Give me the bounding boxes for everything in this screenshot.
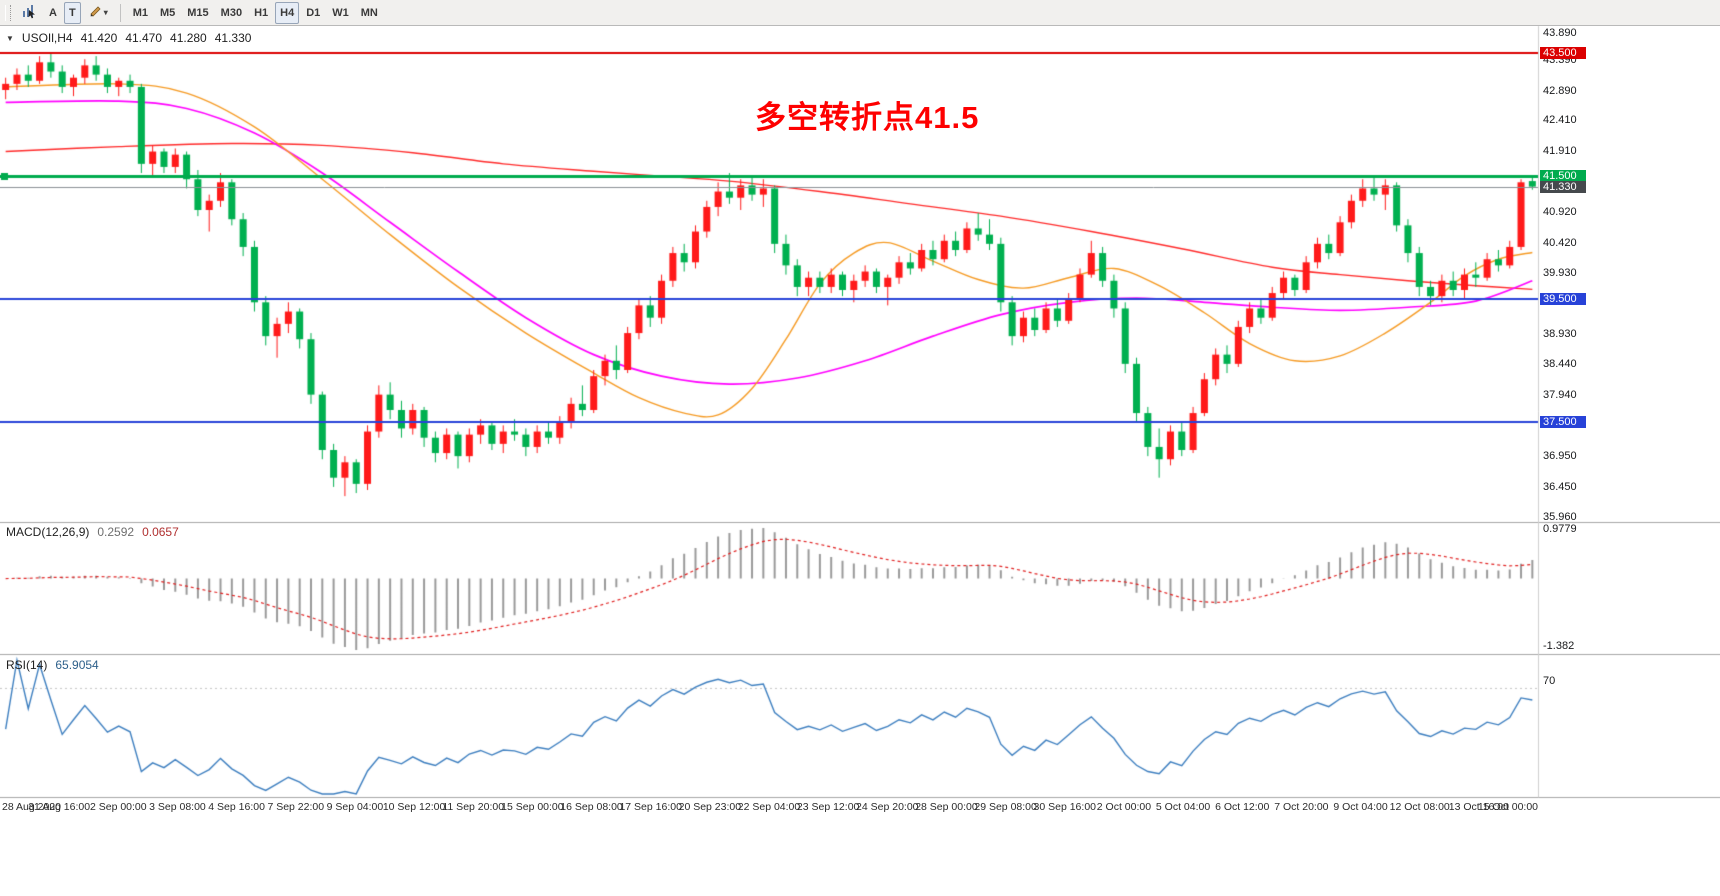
time-axis-label: 17 Sep 16:00 [619,801,682,813]
time-axis-label: 13 Oct 16:00 [1448,801,1509,813]
price-axis-label: 36.950 [1543,450,1577,463]
time-axis-label: 4 Sep 16:00 [208,801,265,813]
arrow-tool-button[interactable]: A [49,6,57,19]
price-axis-label: 42.890 [1543,84,1577,97]
chart-objects-button[interactable] [17,2,42,24]
price-axis-label: 38.930 [1543,328,1577,341]
time-axis-label: 9 Oct 04:00 [1333,801,1388,813]
symbol-dropdown-icon[interactable]: ▼ [6,33,14,43]
time-axis-label: 11 Sep 20:00 [442,801,505,813]
price-line-badge: 43.500 [1540,47,1586,60]
price-axis-label: 42.410 [1543,114,1577,127]
time-axis-label: 15 Oct 00:00 [1477,801,1538,813]
timeframe-button-w1[interactable]: W1 [332,6,349,19]
ohlc-open: 41.420 [80,31,118,45]
time-axis-label: 28 Sep 00:00 [915,801,978,813]
timeframe-button-m30[interactable]: M30 [220,6,243,19]
chart-annotation-text[interactable]: 多空转折点41.5 [755,100,980,135]
price-line-badge: 37.500 [1540,416,1586,429]
macd-title: MACD(12,26,9) [6,525,90,539]
timeframe-button-h1[interactable]: H1 [254,6,269,19]
draw-tool-button[interactable]: ▾ [83,2,113,24]
time-axis-label: 15 Sep 00:00 [501,801,564,813]
text-tool-button[interactable]: T [63,1,81,24]
price-axis-label: 37.940 [1543,389,1577,402]
time-axis-label: 23 Sep 12:00 [796,801,860,813]
timeframe-button-d1[interactable]: D1 [306,6,321,19]
price-axis-label: 36.450 [1543,480,1577,493]
timeframe-buttons: M1 M5 M15 M30 H1 H4 D1 W1 MN [127,1,384,24]
timeframe-button-h4[interactable]: H4 [275,1,300,24]
rsi-level-label: 70 [1543,675,1556,688]
time-axis-label: 2 Oct 00:00 [1096,801,1152,813]
toolbar-separator [119,3,121,22]
time-axis-label: 20 Sep 23:00 [678,801,742,813]
price-axis-label: 35.960 [1543,511,1577,524]
chart-title: ▼ USOIl,H4 41.420 41.470 41.280 41.330 [6,31,251,45]
time-axis-label: 6 Oct 12:00 [1215,801,1270,813]
timeframe-button-mn[interactable]: MN [360,6,378,19]
rsi-title: RSI(14) [6,658,48,672]
price-axis-label: 40.920 [1543,205,1577,218]
bar-chart-cursor-icon [22,4,37,22]
rsi-value: 65.9054 [55,658,99,672]
time-axis-label: 12 Oct 08:00 [1389,801,1450,813]
price-line-badge: 39.500 [1540,293,1586,306]
time-axis-label: 29 Sep 08:00 [974,801,1037,813]
toolbar-drag-handle[interactable] [5,4,11,21]
price-axis-label: 43.890 [1543,27,1577,39]
toolbar: A T ▾ M1 M5 M15 M30 H1 H4 D1 W1 MN [0,0,1720,26]
time-axis-label: 7 Oct 20:00 [1274,801,1329,813]
price-line-badge: 41.500 [1540,170,1586,183]
macd-axis-label-min: -1.382 [1543,640,1575,652]
macd-signal-value: 0.0657 [142,525,179,539]
timeframe-button-m5[interactable]: M5 [159,6,176,19]
price-axis-label: 39.930 [1543,266,1577,279]
macd-panel-header: MACD(12,26,9) 0.2592 0.0657 [6,525,179,539]
time-axis-label: 9 Sep 04:00 [326,801,384,813]
time-axis-label: 30 Sep 16:00 [1033,801,1097,813]
time-axis-label: 22 Sep 04:00 [737,801,801,813]
timeframe-button-m15[interactable]: M15 [187,6,209,19]
time-axis-label: 24 Sep 20:00 [856,801,919,813]
symbol-name: USOIl,H4 [21,31,73,45]
rsi-panel-header: RSI(14) 65.9054 [6,658,99,672]
time-axis-label: 28 Aug 2020 [2,801,61,813]
time-axis-label: 31 Aug 16:00 [28,801,91,813]
macd-axis-label-max: 0.9779 [1543,523,1577,535]
ohlc-low: 41.280 [170,31,207,45]
price-axis-label: 40.420 [1543,236,1577,249]
time-axis-label: 5 Oct 04:00 [1155,801,1211,813]
time-axis-label: 16 Sep 08:00 [560,801,623,813]
macd-main-value: 0.2592 [97,525,135,539]
time-axis-label: 2 Sep 00:00 [89,801,147,813]
pencil-icon [88,4,102,21]
time-axis-label: 3 Sep 08:00 [149,801,206,813]
time-axis-label: 7 Sep 22:00 [267,801,325,813]
ohlc-close: 41.330 [214,31,252,45]
timeframe-button-m1[interactable]: M1 [132,6,148,19]
price-axis-label: 38.440 [1543,358,1577,371]
price-line-badge: 41.330 [1540,180,1586,193]
chevron-down-icon: ▾ [103,8,108,17]
ohlc-high: 41.470 [125,31,163,45]
price-axis-label: 41.910 [1543,144,1577,157]
time-axis-label: 10 Sep 12:00 [382,801,446,813]
